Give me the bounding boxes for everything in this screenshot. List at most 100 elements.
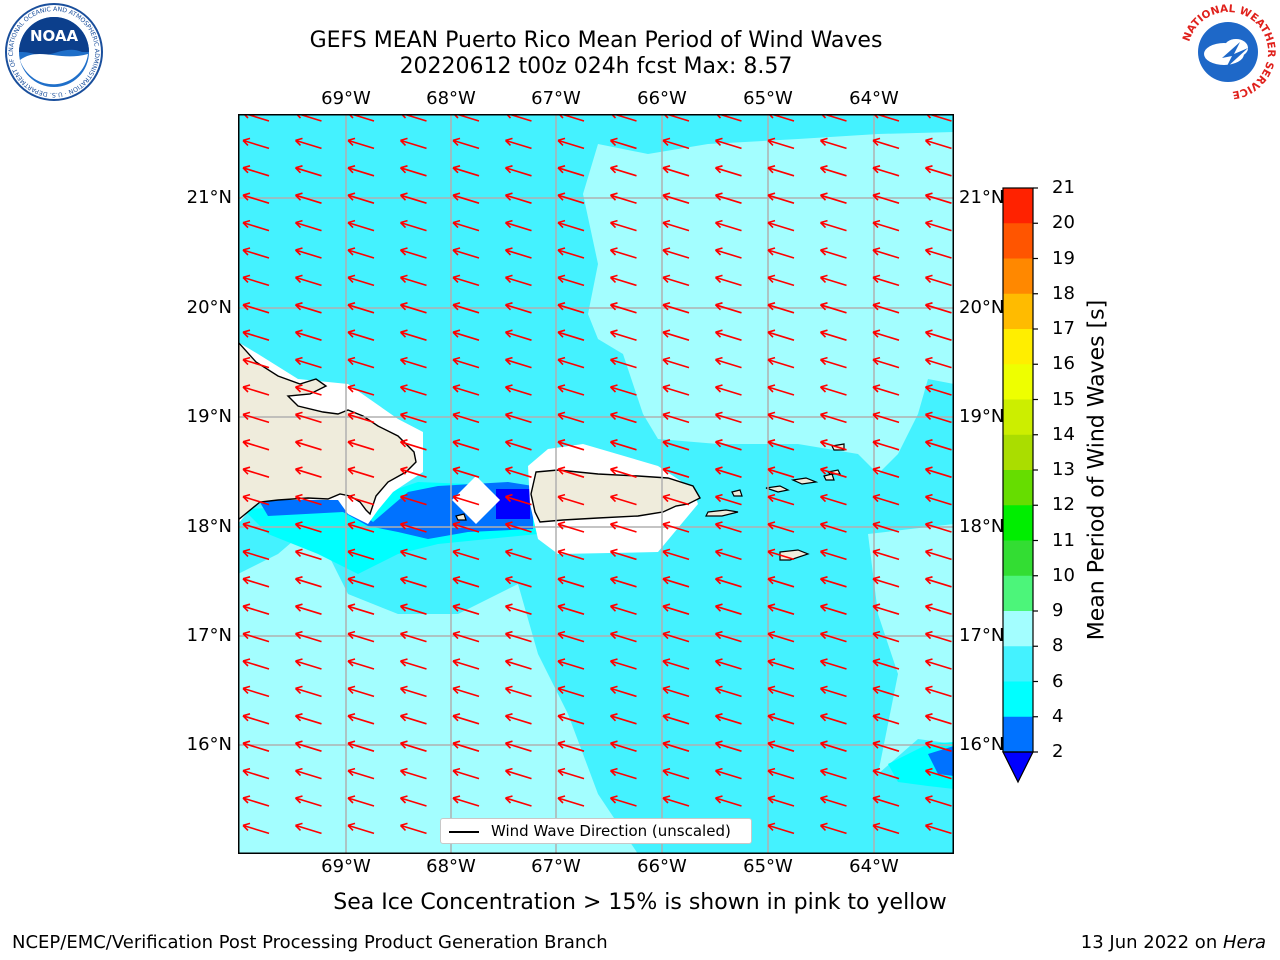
map-frame [238,114,954,854]
wind-wave-arrow [347,795,375,807]
footer-machine: Hera [1222,932,1266,953]
lon-label-top: 64°W [849,88,899,109]
lon-label-bottom: 66°W [637,856,687,877]
wind-wave-arrow [767,685,795,698]
wind-wave-arrow [609,192,637,204]
colorbar-tick-label: 20 [1052,212,1075,234]
footer-date-text: 13 Jun 2022 on [1080,932,1223,953]
wind-wave-arrow [504,493,532,506]
wind-wave-arrow [714,329,742,341]
wind-wave-arrow [714,247,742,259]
wind-wave-arrow [557,302,585,314]
wind-wave-arrow [452,411,480,424]
wind-wave-arrow [924,521,952,533]
wind-wave-arrow [347,685,375,698]
lon-label-top: 68°W [426,88,476,109]
wind-wave-arrow [242,713,270,725]
wind-wave-arrow [294,356,322,369]
colorbar-tick-label: 14 [1052,423,1075,445]
wind-wave-arrow [294,329,322,341]
sea-ice-note: Sea Ice Concentration > 15% is shown in … [333,890,947,915]
wind-wave-arrow [609,137,637,150]
wind-wave-arrow [767,247,795,259]
wind-wave-arrow [662,548,690,561]
wind-wave-arrow [714,630,742,643]
period-region-below-2 [496,489,530,519]
wind-wave-arrow [294,466,322,478]
wind-wave-arrow [347,740,375,752]
lon-label-top: 69°W [321,88,371,109]
svg-text:NOAA: NOAA [30,27,79,45]
wind-wave-arrow [924,411,952,424]
wind-wave-arrow [242,466,270,478]
wind-wave-arrow [714,603,742,615]
wind-wave-arrow [609,713,637,725]
lat-label-right: 17°N [959,625,1005,646]
wind-wave-arrow [452,356,480,369]
wind-wave-arrow [872,219,900,232]
wind-wave-arrow [294,630,322,643]
nodata-mask [452,476,500,524]
wind-wave-arrow [452,219,480,232]
wind-wave-arrow [294,247,322,259]
wind-wave-arrow [557,630,585,643]
wind-wave-arrow [714,795,742,807]
wind-wave-arrow [767,274,795,287]
wind-wave-arrow [872,329,900,341]
wind-wave-arrow [557,274,585,287]
wind-wave-arrow [767,548,795,561]
wind-wave-arrow [819,192,847,204]
wind-wave-arrow [294,548,322,561]
wind-wave-arrow [609,767,637,780]
wind-wave-arrow [294,439,322,451]
wind-wave-arrow [767,219,795,232]
wind-wave-arrow [609,384,637,396]
wind-wave-arrow [872,548,900,561]
wind-wave-arrow [452,302,480,314]
wind-wave-arrow [819,767,847,780]
wind-wave-arrow [609,521,637,533]
wind-wave-arrow [819,356,847,369]
wind-wave-arrow [924,795,952,807]
wind-wave-arrow [714,767,742,780]
wind-wave-arrow [819,219,847,232]
wind-wave-arrow [504,576,532,588]
wind-wave-arrow [924,576,952,588]
wind-wave-arrow [662,329,690,341]
wind-wave-arrow [609,247,637,259]
wind-wave-arrow [714,302,742,314]
wind-wave-arrow [662,219,690,232]
land-vieques [705,509,739,517]
wind-wave-arrow [714,685,742,698]
wind-wave-arrow [504,439,532,451]
wind-wave-arrow [399,658,427,670]
wind-wave-arrow [662,247,690,259]
wind-wave-arrow [819,329,847,341]
wind-wave-arrow [872,603,900,615]
wind-wave-arrow [452,795,480,807]
colorbar-segment [1003,470,1033,506]
wind-wave-arrow [819,576,847,588]
wind-wave-arrow [557,137,585,150]
lat-label-left: 17°N [186,625,232,646]
wind-wave-arrow [347,247,375,259]
wind-wave-arrow [662,274,690,287]
wind-wave-arrow [504,192,532,204]
wind-wave-arrow [452,658,480,670]
wind-wave-arrow [399,576,427,588]
wind-wave-arrow [557,466,585,478]
wind-wave-arrow [662,658,690,670]
wind-wave-arrow [399,439,427,451]
wind-wave-arrow [452,384,480,396]
wind-wave-arrow [609,795,637,807]
wind-wave-arrow [924,713,952,725]
wind-wave-arrow [767,356,795,369]
wind-wave-arrow [819,466,847,478]
wind-wave-arrow [609,439,637,451]
wind-wave-arrow [347,713,375,725]
wind-wave-arrow [714,219,742,232]
colorbar-segment [1003,716,1033,753]
wind-wave-arrow [924,767,952,780]
colorbar-segment [1003,540,1033,577]
wind-wave-arrow [242,192,270,204]
